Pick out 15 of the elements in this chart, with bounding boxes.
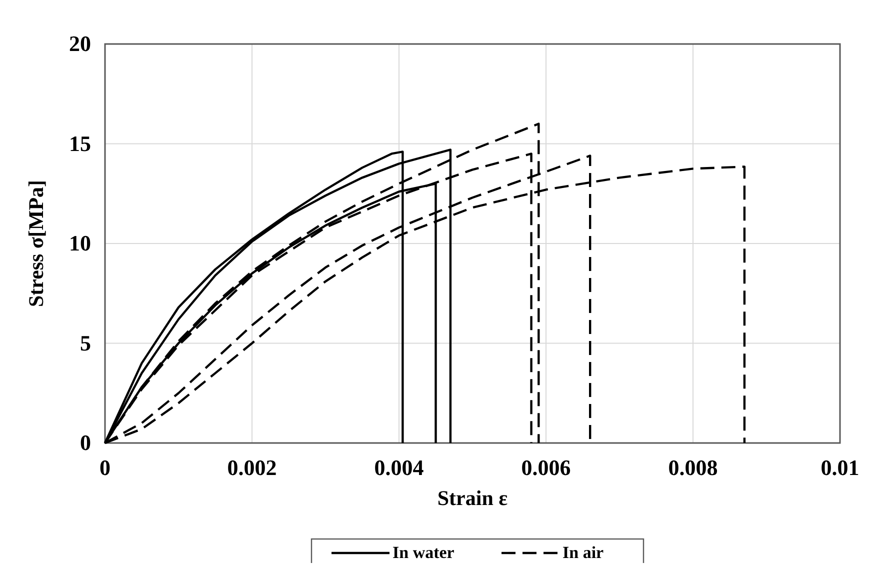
y-tick-label: 5	[80, 330, 91, 356]
x-tick-label: 0	[100, 455, 110, 480]
y-tick-label: 10	[69, 230, 91, 256]
legend-label: In water	[392, 543, 455, 562]
y-tick-label: 20	[69, 31, 91, 56]
x-tick-label: 0.01	[820, 455, 860, 480]
y-tick-label: 15	[69, 130, 91, 156]
x-tick-label: 0.004	[374, 455, 424, 480]
x-tick-label: 0.002	[227, 455, 277, 480]
y-axis-title: Stress σ[MPa]	[24, 180, 48, 308]
y-tick-label: 0	[80, 430, 91, 455]
legend-label: In air	[562, 543, 604, 562]
x-tick-label: 0.006	[521, 455, 571, 480]
x-axis-title: Strain ε	[437, 486, 508, 510]
x-tick-label: 0.008	[668, 455, 718, 480]
